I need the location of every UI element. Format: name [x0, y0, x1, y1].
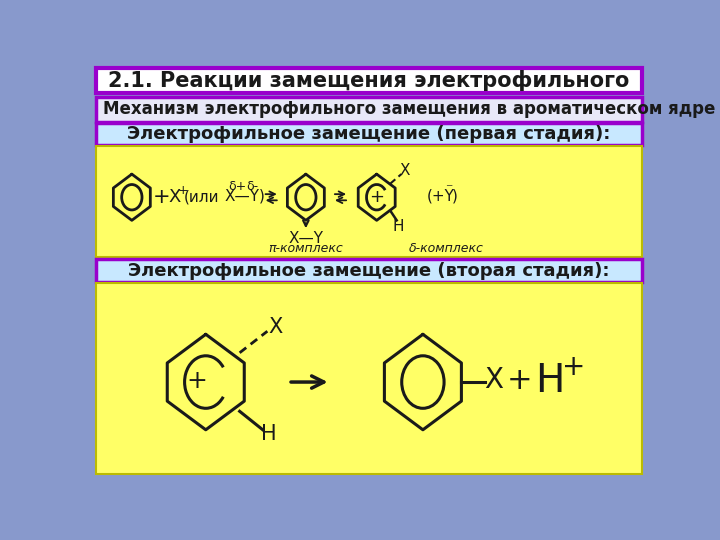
FancyBboxPatch shape: [96, 97, 642, 122]
Text: +: +: [178, 184, 189, 197]
Text: H: H: [535, 361, 564, 400]
Text: H: H: [392, 219, 404, 234]
Text: +: +: [369, 188, 384, 206]
Text: ⁻: ⁻: [445, 182, 452, 196]
FancyBboxPatch shape: [96, 259, 642, 282]
Text: +: +: [186, 368, 207, 393]
Text: X: X: [399, 163, 410, 178]
Text: Электрофильное замещение (вторая стадия):: Электрофильное замещение (вторая стадия)…: [128, 262, 610, 280]
Text: +: +: [506, 366, 532, 395]
Text: X—Y: X—Y: [288, 231, 323, 246]
Text: δ-комплекс: δ-комплекс: [408, 242, 483, 255]
Text: +: +: [153, 187, 170, 207]
Text: Электрофильное замещение (первая стадия):: Электрофильное замещение (первая стадия)…: [127, 125, 611, 143]
Text: π-комплекс: π-комплекс: [269, 242, 343, 255]
Text: (или: (или: [184, 190, 220, 205]
Text: +: +: [562, 353, 585, 381]
Text: δ-: δ-: [247, 180, 258, 193]
Text: 2.1. Реакции замещения электрофильного: 2.1. Реакции замещения электрофильного: [108, 70, 630, 91]
Text: (+Y: (+Y: [427, 188, 454, 203]
FancyBboxPatch shape: [96, 123, 642, 145]
FancyBboxPatch shape: [96, 284, 642, 475]
FancyBboxPatch shape: [96, 146, 642, 257]
Text: X—Y): X—Y): [225, 188, 266, 203]
Text: δ+: δ+: [228, 180, 246, 193]
Text: X: X: [485, 367, 503, 395]
Text: X: X: [168, 188, 181, 206]
FancyBboxPatch shape: [96, 68, 642, 92]
FancyBboxPatch shape: [92, 65, 647, 481]
Text: ): ): [452, 188, 458, 203]
Text: H: H: [261, 424, 276, 444]
Text: X: X: [268, 318, 282, 338]
Text: Механизм электрофильного замещения в ароматическом ядре: Механизм электрофильного замещения в аро…: [102, 100, 715, 118]
